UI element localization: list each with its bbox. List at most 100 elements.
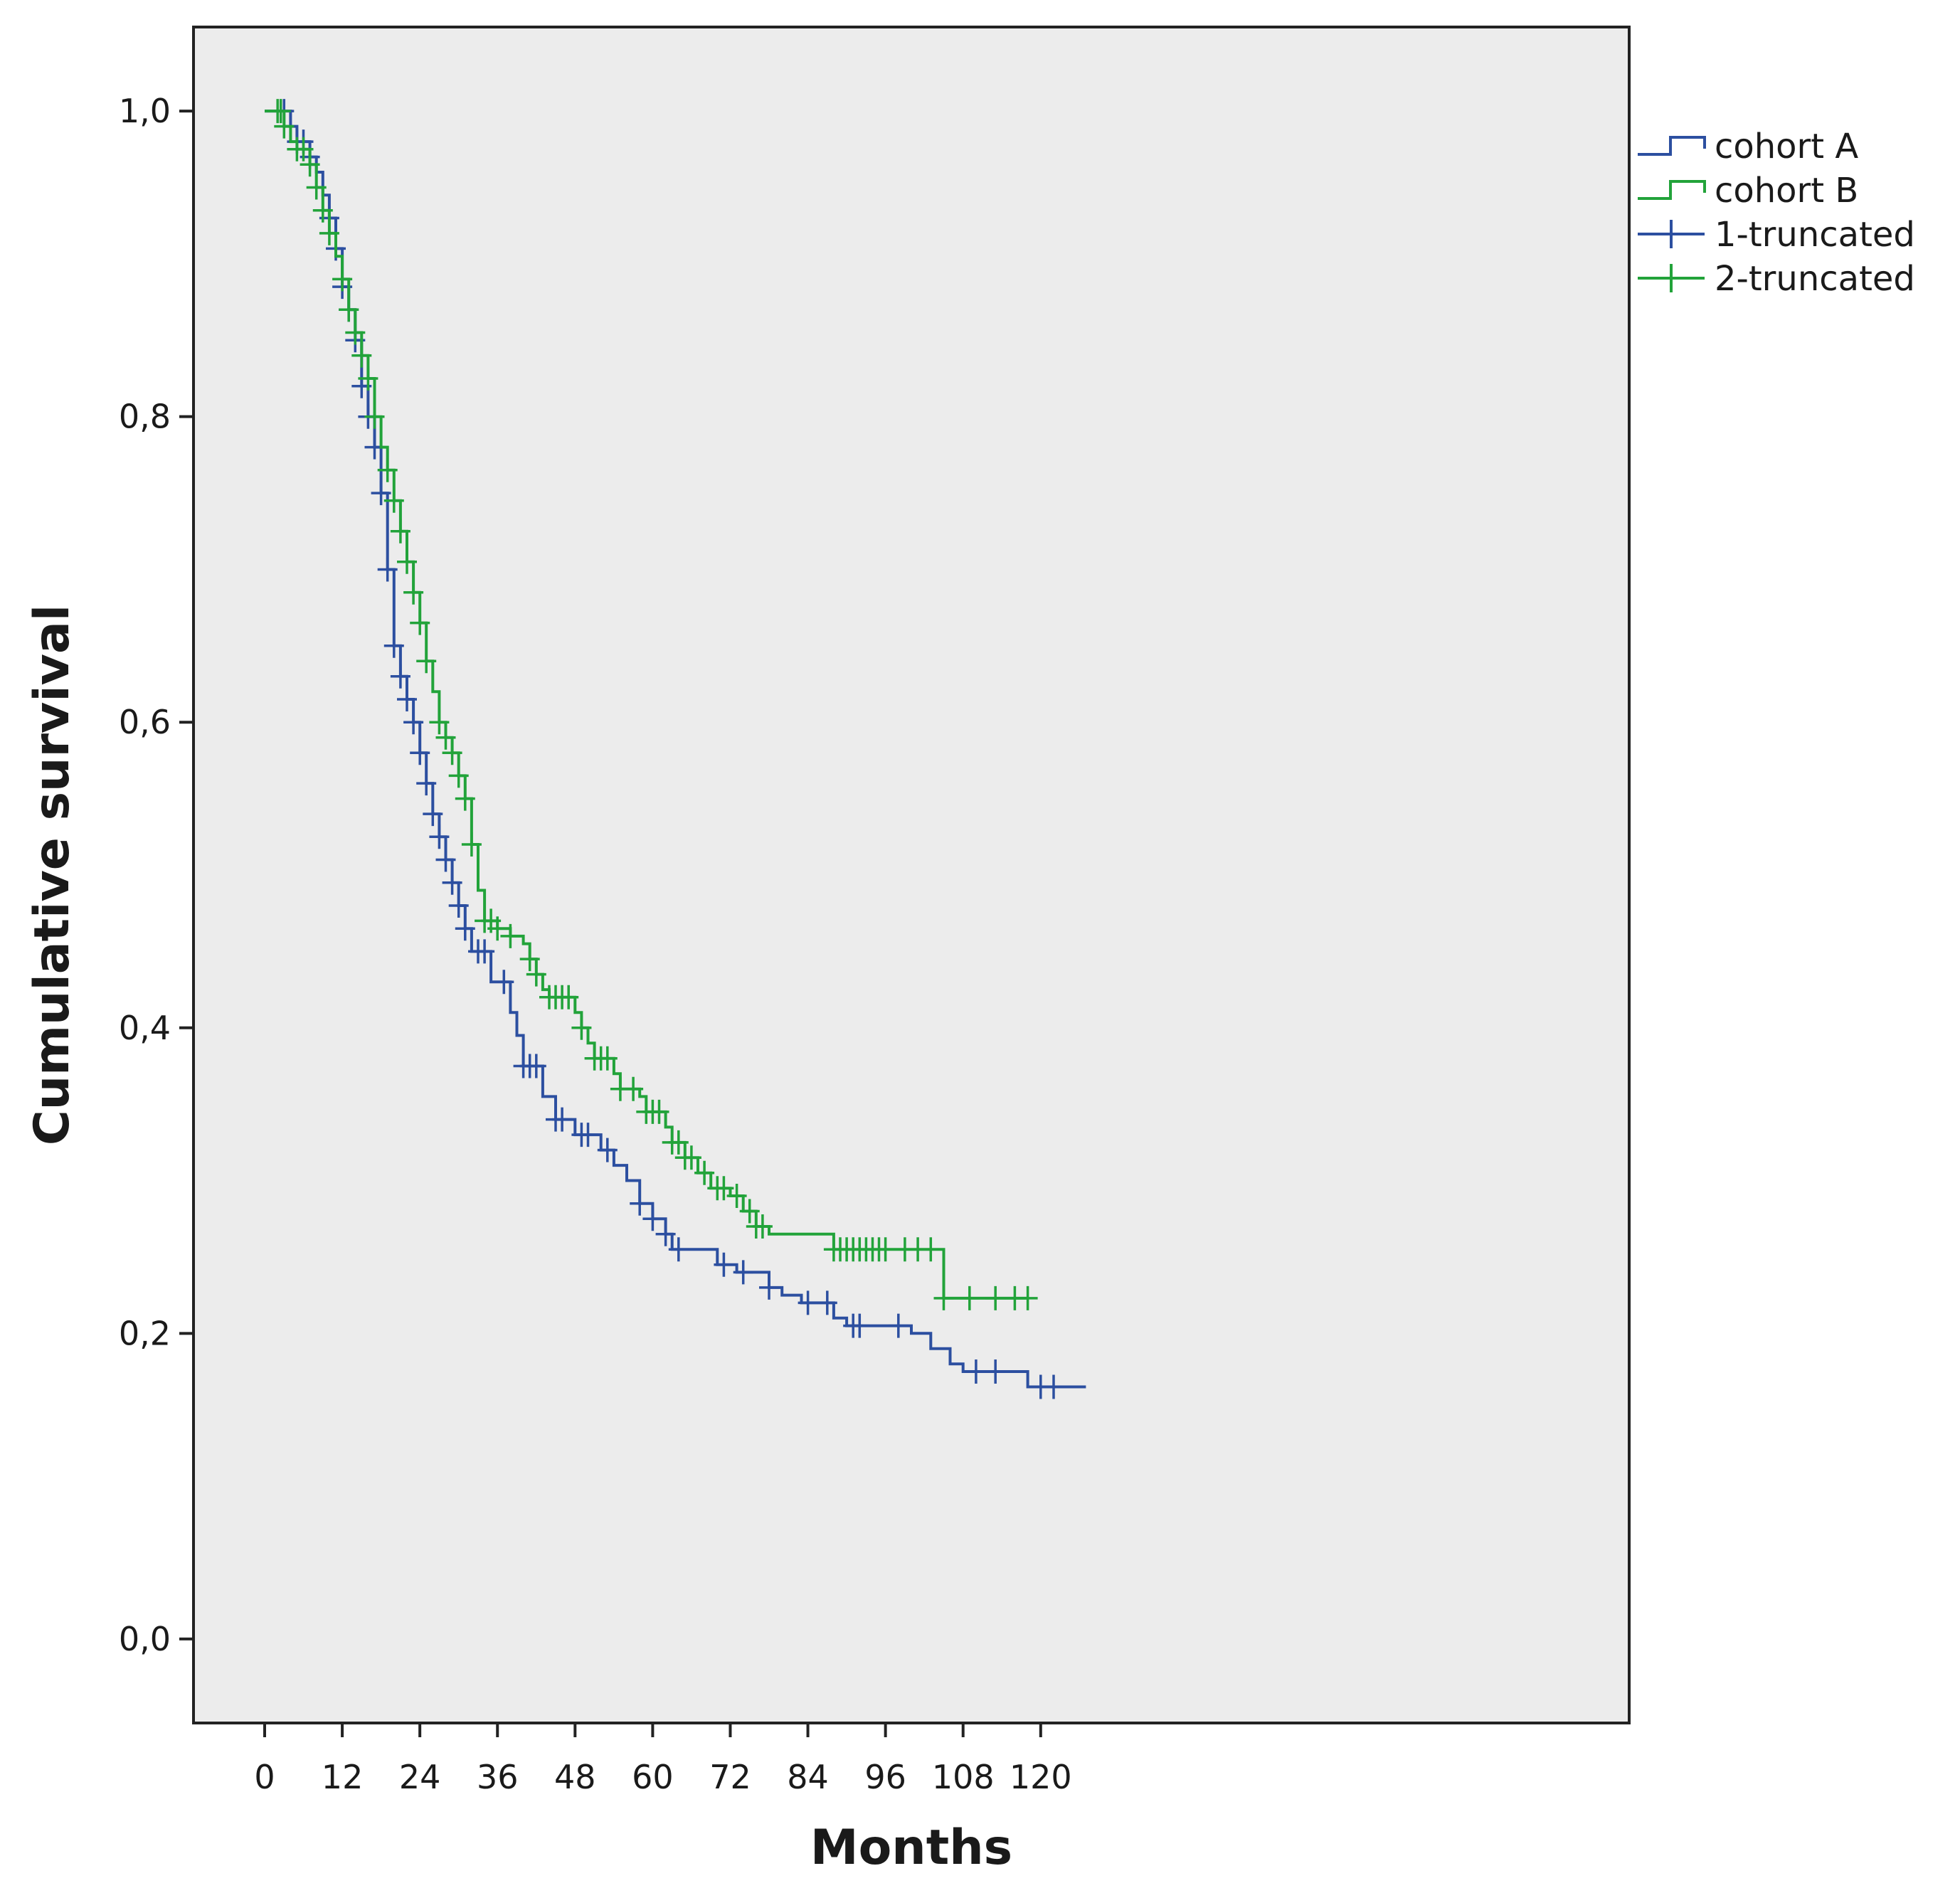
- censor-mark: [817, 1290, 837, 1315]
- censor-mark: [403, 710, 424, 735]
- censor-mark: [623, 1076, 644, 1101]
- censor-mark: [339, 297, 359, 322]
- censor-mark: [274, 114, 295, 139]
- y-tick-label: 0,6: [119, 703, 171, 741]
- censor-mark: [455, 786, 475, 811]
- censor-mark: [312, 198, 333, 223]
- censor-mark: [649, 1099, 669, 1124]
- censor-mark: [1044, 1374, 1064, 1399]
- x-tick-label: 96: [864, 1758, 906, 1796]
- series-layer: [265, 99, 1086, 1399]
- censor-mark: [403, 580, 424, 605]
- legend-label: 1-truncated: [1715, 215, 1915, 255]
- censor-mark: [759, 1275, 779, 1300]
- censor-mark: [332, 267, 353, 292]
- y-tick-label: 0,0: [119, 1620, 171, 1658]
- censor-mark: [429, 825, 450, 849]
- censor-mark: [526, 1054, 546, 1078]
- x-axis-title: Months: [810, 1820, 1012, 1876]
- censor-mark: [416, 771, 437, 796]
- legend-step-swatch: [1638, 136, 1706, 156]
- censor-mark: [351, 343, 372, 368]
- x-tick-label: 60: [632, 1758, 674, 1796]
- legend-item: cohort B: [1638, 171, 1858, 211]
- legend-censor-swatch: [1638, 264, 1705, 292]
- censor-mark: [642, 1207, 663, 1231]
- legend-label: cohort B: [1715, 171, 1858, 211]
- x-tick-label: 12: [322, 1758, 364, 1796]
- censor-mark: [410, 610, 430, 635]
- censor-mark: [959, 1285, 980, 1310]
- censor-mark: [448, 763, 469, 788]
- censor-mark: [435, 725, 456, 750]
- legend-item: 2-truncated: [1638, 259, 1915, 299]
- censor-mark: [571, 1015, 592, 1040]
- censor-mark: [739, 1199, 760, 1224]
- y-tick-label: 0,4: [119, 1009, 171, 1047]
- y-tick-label: 0,8: [119, 398, 171, 436]
- censor-mark: [1017, 1285, 1038, 1310]
- censor-mark: [442, 870, 462, 895]
- censor-mark: [985, 1359, 1006, 1384]
- censor-mark: [358, 366, 378, 391]
- censor-mark: [849, 1313, 870, 1338]
- legend-step-swatch: [1638, 180, 1706, 200]
- censor-mark: [558, 985, 579, 1009]
- x-tick-label: 72: [709, 1758, 751, 1796]
- censor-mark: [630, 1191, 650, 1216]
- legend-label: 2-truncated: [1715, 259, 1915, 299]
- y-tick-label: 1,0: [119, 92, 171, 130]
- x-tick-label: 48: [554, 1758, 596, 1796]
- x-tick-label: 120: [1010, 1758, 1072, 1796]
- x-tick-label: 24: [399, 1758, 441, 1796]
- censor-mark: [655, 1221, 676, 1246]
- censor-mark: [270, 99, 291, 124]
- censor-mark: [985, 1285, 1006, 1310]
- censor-mark: [429, 710, 450, 735]
- censor-mark: [475, 939, 495, 964]
- legend-label: cohort A: [1715, 127, 1858, 166]
- censor-mark: [377, 557, 398, 582]
- censor-mark: [435, 847, 456, 872]
- censor-mark: [390, 664, 410, 689]
- legend-item: 1-truncated: [1638, 215, 1915, 255]
- censor-mark: [726, 1184, 747, 1208]
- censor-mark: [578, 1123, 598, 1147]
- censor-mark: [668, 1130, 689, 1155]
- censor-mark: [714, 1252, 734, 1277]
- censor-mark: [390, 519, 410, 544]
- censor-mark: [461, 832, 482, 857]
- x-tick-label: 84: [787, 1758, 829, 1796]
- censor-mark: [416, 649, 437, 674]
- censor-mark: [293, 137, 314, 161]
- legend-item: cohort A: [1638, 127, 1858, 166]
- censor-mark: [319, 221, 339, 245]
- censor-mark: [597, 1138, 618, 1162]
- censor-mark: [306, 175, 327, 200]
- censor-mark: [448, 894, 469, 918]
- censor-mark: [487, 916, 508, 941]
- censor-mark: [933, 1285, 954, 1310]
- censor-mark: [681, 1145, 701, 1170]
- censor-mark: [410, 741, 430, 765]
- censor-mark: [455, 916, 475, 941]
- censor-mark: [494, 970, 514, 995]
- censor-mark: [752, 1214, 773, 1239]
- censor-mark: [888, 1313, 909, 1338]
- y-axis-title: Cumulative survival: [24, 605, 80, 1145]
- censor-mark: [668, 1237, 689, 1262]
- censor-mark: [875, 1237, 896, 1262]
- censor-mark: [526, 962, 546, 987]
- censor-mark: [694, 1160, 715, 1185]
- censor-mark: [921, 1237, 941, 1262]
- censor-mark: [597, 1046, 618, 1071]
- x-tick-label: 0: [254, 1758, 275, 1796]
- censor-mark: [552, 1107, 573, 1132]
- censor-mark: [442, 741, 462, 765]
- legend-censor-swatch: [1638, 220, 1705, 248]
- censor-mark: [798, 1290, 818, 1315]
- censor-mark: [364, 404, 385, 429]
- censor-mark: [383, 633, 404, 658]
